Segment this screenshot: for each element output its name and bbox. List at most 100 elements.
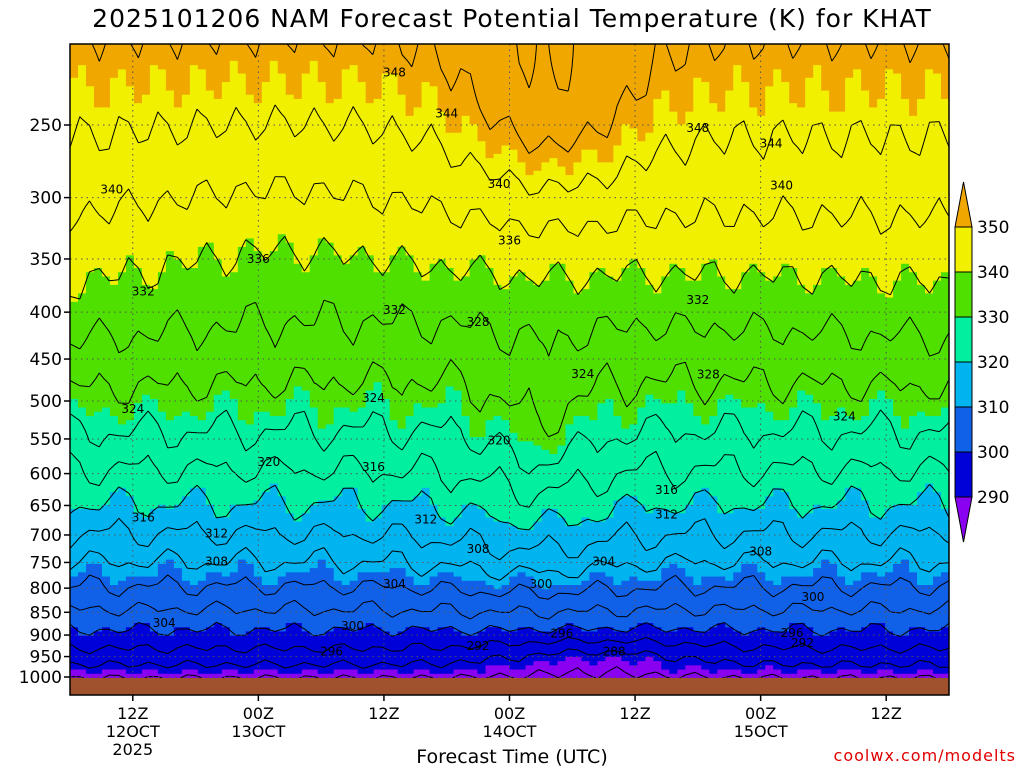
band-cell [381,399,391,506]
band-cell [797,576,806,624]
band-cell [293,521,303,573]
band-cell [581,44,591,151]
band-cell [797,107,806,286]
band-cell [805,293,814,396]
band-cell [901,263,910,430]
band-cell [757,572,766,628]
colorbar-min-arrow [954,496,973,543]
band-cell [669,111,678,265]
band-cell [357,407,367,510]
band-cell [613,44,622,147]
x-tick-label: 12Z [619,704,650,723]
band-cell [757,115,766,273]
band-cell [789,44,798,104]
credit-link[interactable]: coolwx.com/modelts [833,746,1016,765]
band-cell [861,90,870,269]
band-cell [333,44,343,100]
band-cell [645,44,654,134]
y-tick-label: 950 [30,648,62,668]
band-cell [685,504,694,578]
band-cell [557,166,567,265]
band-cell [725,44,734,92]
band-cell [213,673,223,679]
band-cell [165,673,175,679]
band-cell [565,280,575,425]
band-cell [269,631,279,671]
band-cell [917,411,926,493]
band-cell [373,98,383,273]
band-cell [197,580,207,633]
band-cell [277,73,287,235]
band-cell [141,576,151,624]
band-cell [701,44,710,83]
band-cell [509,276,519,434]
band-cell [629,627,638,666]
band-cell [333,496,343,582]
band-cell [821,90,830,269]
band-cell [517,162,527,273]
band-cell [773,669,782,679]
contour-label-324: 324 [362,391,385,405]
band-cell [461,415,471,506]
band-cell [285,572,295,624]
band-cell [813,403,822,506]
band-cell [421,487,431,586]
band-cell [197,631,207,675]
band-cell [533,585,543,633]
band-cell [837,576,846,628]
band-cell [381,631,391,671]
band-cell [613,280,622,417]
band-cell [733,508,742,573]
contour-336 [70,299,949,357]
contour-label-308: 308 [467,542,490,556]
band-cell [853,280,862,421]
band-cell [173,568,183,628]
ground-layer [70,678,949,695]
band-cell [141,94,151,286]
band-cell [805,669,814,679]
band-cell [781,82,790,265]
band-cell [469,669,479,679]
contour-label-332: 332 [686,293,709,307]
band-cell [589,665,598,679]
band-cell [669,44,678,113]
band-cell [837,627,846,671]
band-cell [133,623,143,675]
band-cell [93,44,103,108]
band-cell [581,149,591,290]
band-cell [581,289,591,417]
band-cell [437,572,447,628]
colorbar-swatch [954,451,973,498]
band-cell [941,407,949,510]
band-cell [805,627,814,671]
band-cell [933,415,942,493]
band-cell [741,508,750,565]
band-cell [381,572,391,633]
band-cell [637,504,646,582]
band-cell [429,407,439,506]
band-cell [229,504,239,573]
band-cell [621,631,630,662]
band-cell [781,44,790,83]
band-cell [645,284,654,396]
band-cell [493,589,503,628]
band-cell [405,44,415,117]
band-cell [117,631,127,671]
band-cell [397,428,407,502]
band-cell [749,673,758,679]
contour-344 [70,176,949,239]
band-cell [573,627,583,658]
band-cell [101,576,111,628]
band-cell [277,576,287,633]
band-cell [869,572,878,624]
band-cell [349,580,359,633]
band-cell [653,44,662,100]
band-cell [885,69,894,299]
contour-label-316: 316 [655,483,678,497]
band-cell [309,407,319,506]
band-cell [365,44,375,104]
colorbar-max-arrow [954,181,973,228]
band-cell [773,69,782,278]
band-cell [565,656,575,679]
band-cell [221,390,231,518]
